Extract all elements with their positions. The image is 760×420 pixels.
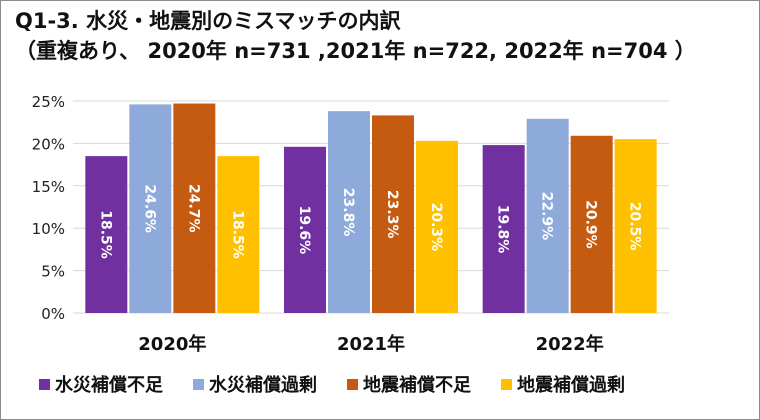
- data-label: 24.6%: [141, 184, 157, 233]
- data-label: 20.5%: [627, 202, 643, 251]
- legend-swatch: [501, 378, 512, 390]
- y-tick-label: 5%: [41, 263, 65, 281]
- chart-title: Q1-3. 水災・地震別のミスマッチの内訳: [15, 9, 401, 33]
- bar: [129, 104, 172, 313]
- data-label: 22.9%: [539, 192, 555, 241]
- bar: [85, 156, 128, 313]
- data-label: 23.8%: [340, 188, 356, 237]
- x-category-label: 2021年: [337, 333, 405, 355]
- x-category-label: 2022年: [536, 333, 604, 355]
- legend-item-water-shortage: 水災補償不足: [39, 371, 163, 397]
- legend-label: 水災補償過剰: [209, 375, 317, 396]
- bar: [614, 139, 657, 313]
- data-label: 23.3%: [384, 190, 400, 239]
- bar: [217, 156, 260, 313]
- x-category-label: 2020年: [138, 333, 206, 355]
- data-label: 19.6%: [296, 206, 312, 255]
- bar: [416, 140, 458, 313]
- chart-subtitle: （重複あり、 2020年 n=731 ,2021年 n=722, 2022年 n…: [15, 39, 696, 63]
- legend-item-quake-excess: 地震補償過剰: [501, 371, 625, 397]
- y-tick-label: 25%: [32, 93, 65, 111]
- y-tick-label: 15%: [32, 178, 65, 196]
- legend-label: 地震補償過剰: [517, 375, 625, 396]
- legend-swatch: [347, 378, 358, 390]
- bar: [570, 135, 613, 313]
- legend-swatch: [193, 378, 204, 390]
- data-label: 18.5%: [97, 210, 113, 259]
- data-label: 20.9%: [583, 200, 599, 249]
- legend-label: 水災補償不足: [55, 375, 163, 396]
- bar: [482, 145, 525, 313]
- bar: [526, 118, 569, 313]
- legend: 水災補償不足 水災補償過剰 地震補償不足 地震補償過剰: [39, 371, 625, 397]
- bar: [173, 103, 216, 313]
- data-label: 24.7%: [185, 184, 201, 233]
- bar: [372, 115, 414, 313]
- legend-label: 地震補償不足: [363, 375, 471, 396]
- data-label: 19.8%: [495, 205, 511, 254]
- legend-swatch: [39, 378, 50, 390]
- y-tick-label: 20%: [32, 135, 65, 153]
- bar: [328, 111, 370, 314]
- data-label: 18.5%: [229, 210, 245, 259]
- y-tick-label: 0%: [41, 305, 65, 323]
- legend-item-quake-shortage: 地震補償不足: [347, 371, 471, 397]
- y-tick-label: 10%: [32, 220, 65, 238]
- legend-item-water-excess: 水災補償過剰: [193, 371, 317, 397]
- data-label: 20.3%: [428, 203, 444, 252]
- bar: [284, 146, 326, 313]
